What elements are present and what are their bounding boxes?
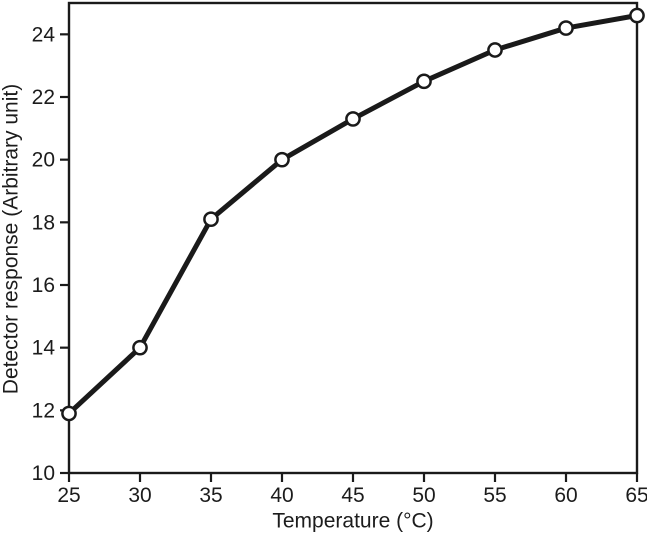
data-point-marker	[558, 20, 574, 36]
x-tick-label: 55	[483, 484, 506, 507]
data-point-marker	[132, 339, 148, 356]
x-tick-label: 30	[128, 484, 151, 507]
data-point-marker	[487, 42, 503, 58]
x-tick-label: 40	[270, 484, 293, 507]
y-axis-title: Detector response (Arbitrary unit)	[0, 83, 23, 395]
data-point-marker	[61, 405, 77, 422]
y-tick-label: 10	[32, 462, 55, 485]
x-tick-label: 45	[341, 484, 364, 507]
y-tick-label: 24	[32, 23, 56, 46]
plot-border	[67, 1, 639, 475]
data-point-marker	[416, 73, 432, 90]
data-point-marker	[345, 111, 361, 127]
x-tick-label: 60	[554, 484, 577, 507]
data-point-marker	[274, 151, 290, 168]
x-tick-label: 35	[199, 484, 222, 507]
x-axis-title: Temperature (°C)	[272, 509, 434, 533]
y-tick-label: 20	[32, 149, 55, 172]
y-tick-label: 16	[32, 274, 55, 297]
x-tick-label: 50	[412, 484, 435, 507]
y-tick-label: 14	[32, 337, 56, 360]
y-tick-label: 18	[32, 211, 55, 234]
x-tick-label: 65	[625, 484, 647, 507]
x-tick-label: 25	[57, 484, 80, 507]
data-point-marker	[629, 7, 645, 24]
y-tick-label: 22	[32, 86, 55, 109]
data-point-marker	[203, 211, 219, 228]
y-tick-label: 12	[32, 399, 55, 422]
